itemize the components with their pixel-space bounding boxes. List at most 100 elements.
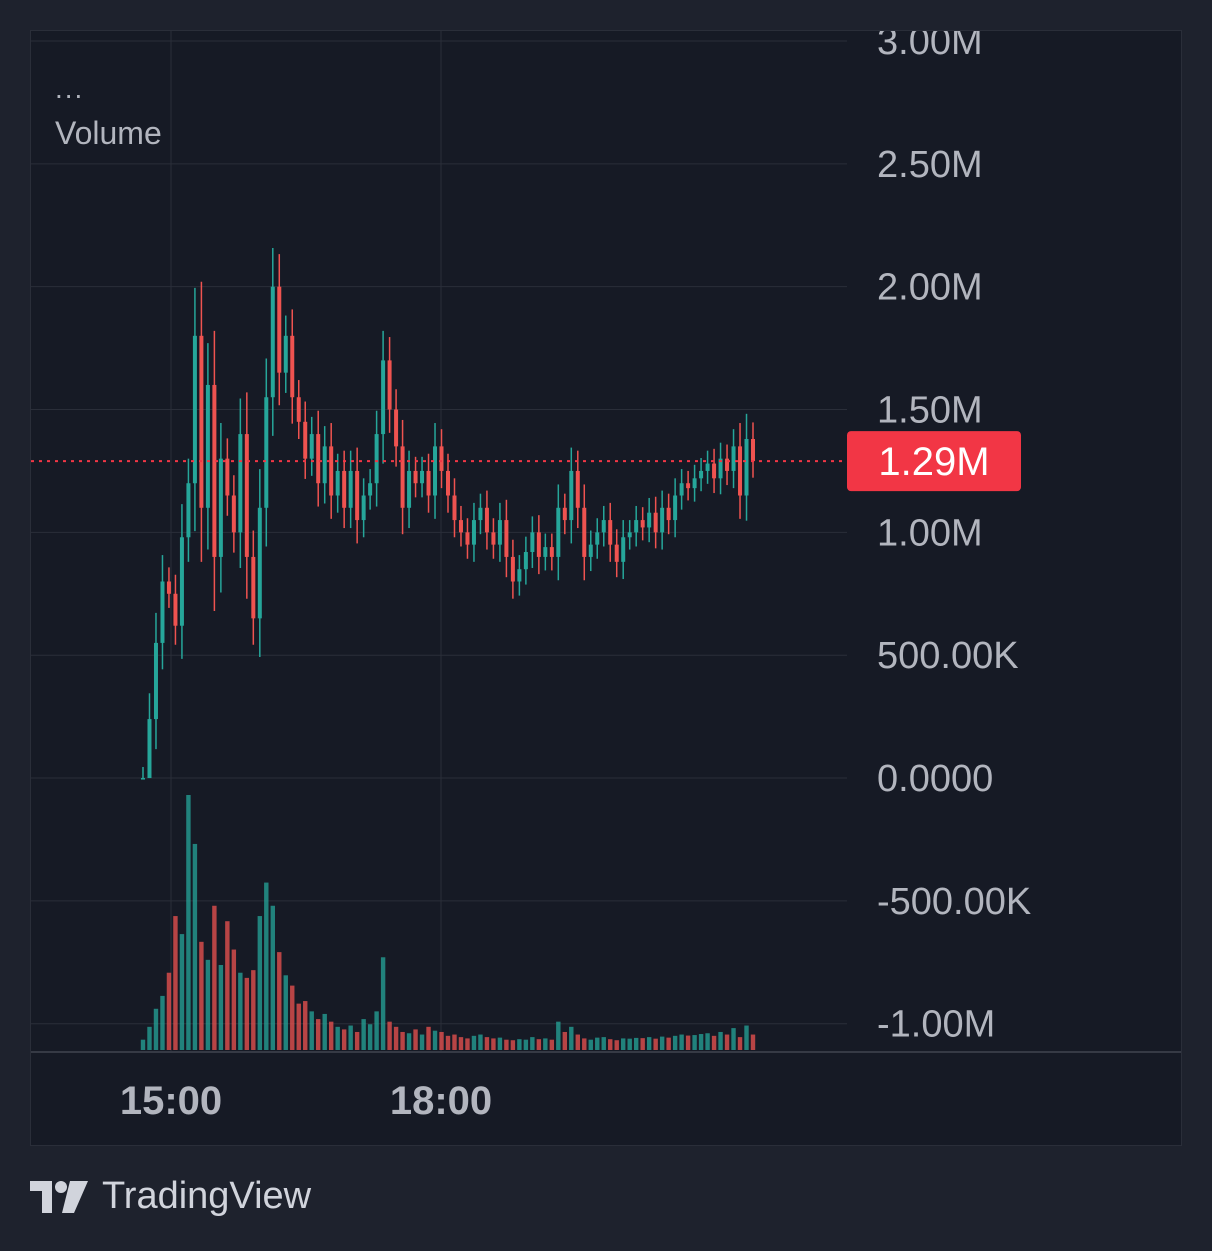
candle-body: [673, 495, 678, 521]
candle-body: [290, 335, 295, 398]
volume-bar: [510, 1040, 516, 1050]
candle-body: [510, 556, 515, 582]
volume-bar: [173, 916, 178, 1050]
volume-bar: [354, 1031, 360, 1050]
volume-bar: [549, 1039, 555, 1050]
y-tick-label: -1.00M: [877, 1004, 995, 1046]
candle-body: [368, 483, 373, 496]
candle-body: [556, 507, 561, 557]
volume-bar: [491, 1038, 496, 1050]
volume-bar: [153, 1008, 159, 1050]
candle-body: [426, 470, 431, 496]
legend-menu-dots[interactable]: ...: [55, 73, 85, 104]
volume-bar: [328, 1021, 334, 1050]
volume-bar: [140, 1039, 146, 1050]
volume-bar: [238, 972, 243, 1050]
candle-body: [244, 434, 249, 557]
candle-body: [387, 360, 392, 410]
candle-body: [238, 434, 243, 533]
candle-body: [751, 439, 755, 462]
candle-body: [420, 470, 425, 484]
tradingview-logo[interactable]: TradingView: [30, 1175, 311, 1218]
volume-bar: [672, 1035, 678, 1050]
y-tick-label: 500.00K: [877, 635, 1019, 677]
volume-bar: [679, 1034, 684, 1050]
chart-pane[interactable]: 3.00M 2.50M 2.00M 1.50M 1.00M 500.00K 0.0000 -5…: [30, 30, 1182, 1146]
candle-body: [433, 446, 438, 496]
volume-bar: [666, 1037, 671, 1050]
candle-body: [471, 520, 476, 545]
volume-bar: [478, 1034, 483, 1050]
brand-name: TradingView: [102, 1175, 312, 1217]
volume-bar: [341, 1029, 347, 1050]
volume-bar: [322, 1013, 327, 1050]
candle-body: [601, 520, 606, 533]
volume-bar: [608, 1039, 613, 1050]
candle-body: [718, 458, 723, 479]
candle-body: [355, 470, 360, 521]
volume-bar: [659, 1036, 665, 1050]
volume-bar: [614, 1040, 619, 1050]
volume-bar: [413, 1029, 418, 1050]
volume-bar: [290, 985, 295, 1050]
candle-body: [361, 495, 366, 521]
y-tick-label: 2.00M: [877, 267, 983, 309]
candle-body: [348, 470, 353, 508]
last-price-label-bg: [847, 431, 1021, 492]
volume-bar: [387, 1021, 392, 1050]
volume-bar: [419, 1034, 425, 1050]
volume-bar: [588, 1039, 593, 1050]
volume-bar: [530, 1037, 535, 1050]
volume-bar: [283, 975, 288, 1050]
volume-bar: [335, 1026, 340, 1050]
x-tick-label: 15:00: [120, 1079, 222, 1123]
candle-body: [218, 458, 223, 557]
volume-bar: [199, 941, 204, 1050]
volume-bar: [562, 1031, 568, 1050]
volume-bar: [711, 1035, 717, 1050]
volume-bar: [374, 1011, 379, 1050]
candle-body: [225, 458, 230, 496]
candle-body: [666, 507, 671, 521]
volume-bar: [744, 1025, 749, 1050]
volume-bar: [627, 1038, 632, 1050]
volume-bar: [231, 949, 237, 1050]
candle-body: [595, 532, 600, 545]
volume-bar: [303, 1001, 308, 1050]
volume-bar: [685, 1035, 691, 1050]
volume-bar: [575, 1034, 580, 1050]
volume-bar: [166, 972, 172, 1050]
candle-body: [166, 581, 171, 594]
volume-bar: [380, 957, 386, 1050]
candle-body: [186, 483, 191, 538]
volume-bar: [432, 1030, 438, 1050]
candle-body: [283, 335, 288, 373]
candle-body: [478, 507, 483, 521]
candle-body: [712, 463, 717, 479]
candle-body: [627, 532, 632, 538]
candle-body: [725, 458, 730, 471]
candle-body: [335, 470, 340, 496]
chart-canvas[interactable]: 3.00M 2.50M 2.00M 1.50M 1.00M 500.00K 0.0000 -5…: [31, 31, 1182, 1146]
volume-bar: [316, 1019, 321, 1050]
candle-body: [640, 520, 645, 528]
candle-body: [523, 552, 528, 570]
volume-bar: [504, 1039, 509, 1050]
x-tick-label: 18:00: [390, 1079, 492, 1123]
volume-bar: [212, 905, 217, 1050]
candle-body: [653, 512, 658, 533]
candle-body: [686, 483, 691, 489]
candle-body: [588, 544, 593, 557]
candle-body: [303, 421, 308, 459]
volume-bar: [186, 795, 191, 1050]
candle-body: [621, 537, 626, 562]
candle-body: [647, 512, 652, 528]
volume-bar: [251, 970, 256, 1050]
y-tick-label: 3.00M: [877, 31, 983, 63]
y-tick-label: 1.50M: [877, 390, 983, 432]
candle-body: [575, 470, 580, 508]
candle-body: [205, 384, 210, 508]
volume-bar: [270, 905, 275, 1050]
candle-body: [400, 446, 405, 508]
candle-body: [251, 556, 256, 619]
